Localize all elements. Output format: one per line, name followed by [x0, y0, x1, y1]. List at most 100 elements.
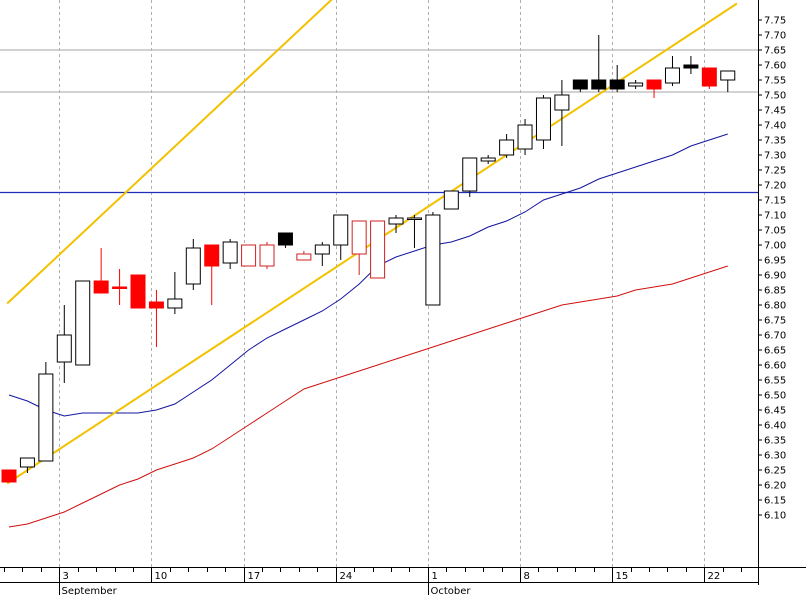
candle	[277, 232, 293, 248]
candle-body	[130, 274, 146, 309]
candle-body	[185, 247, 201, 285]
candle-body	[499, 139, 515, 156]
y-tick-label: 6.30	[764, 451, 786, 462]
y-tick-label: 6.75	[764, 316, 786, 327]
y-tick-label: 6.45	[764, 406, 786, 417]
candle-body	[241, 244, 257, 267]
candle	[701, 67, 717, 89]
candle-body	[296, 253, 312, 261]
candle	[406, 215, 422, 248]
x-tick-label: 10	[155, 571, 168, 582]
y-tick-label: 7.00	[764, 241, 786, 252]
candles	[1, 35, 736, 483]
candle-body	[1, 469, 17, 483]
y-tick-label: 6.70	[764, 331, 786, 342]
candle-body	[351, 220, 367, 255]
candle-body	[75, 280, 91, 366]
candle	[19, 457, 35, 473]
candle	[683, 56, 699, 74]
candle	[609, 65, 625, 92]
candle	[388, 215, 404, 233]
y-tick-label: 7.50	[764, 91, 786, 102]
candle-body	[462, 157, 478, 192]
y-tick-label: 7.70	[764, 31, 786, 42]
month-label: September	[62, 586, 118, 595]
y-tick-label: 7.05	[764, 226, 786, 237]
candle	[462, 157, 478, 197]
x-tick-label: 24	[340, 571, 353, 582]
candle	[130, 274, 146, 309]
y-tick-label: 6.85	[764, 286, 786, 297]
candle	[333, 214, 349, 260]
candle-body	[259, 244, 275, 267]
candle-body	[443, 190, 459, 210]
candle	[517, 119, 533, 155]
candle-body	[93, 280, 109, 294]
candle-body	[222, 241, 238, 264]
candle-body	[406, 217, 422, 220]
candle-body	[646, 79, 662, 90]
candle	[425, 212, 441, 306]
candle-body	[683, 64, 699, 69]
candle-body	[572, 79, 588, 90]
candle	[554, 80, 570, 146]
candle	[75, 280, 91, 366]
candle-body	[56, 334, 72, 363]
y-tick-label: 7.40	[764, 121, 786, 132]
y-tick-label: 7.45	[764, 106, 786, 117]
x-tick-label: 22	[708, 571, 721, 582]
candle	[499, 134, 515, 158]
candle	[351, 220, 367, 275]
y-tick-label: 6.50	[764, 391, 786, 402]
candle-body	[314, 244, 330, 255]
candle-body	[701, 67, 717, 87]
candle	[572, 79, 588, 92]
blue-moving-average-line	[8, 133, 728, 417]
y-tick-label: 7.65	[764, 46, 786, 57]
candle-body	[720, 70, 736, 81]
candle-body	[535, 97, 551, 141]
candle	[241, 244, 257, 267]
y-tick-label: 7.10	[764, 211, 786, 222]
red-moving-average-line	[8, 265, 728, 528]
candle	[56, 305, 72, 383]
candle-body	[204, 244, 220, 267]
candle	[591, 35, 607, 92]
trend-line	[6, 0, 333, 305]
candle	[480, 155, 496, 164]
moving-averages	[8, 133, 728, 528]
candle	[664, 56, 680, 86]
candle	[443, 190, 459, 210]
candle	[535, 95, 551, 149]
candle-body	[148, 301, 164, 309]
y-tick-label: 7.15	[764, 196, 786, 207]
candle	[112, 269, 128, 305]
x-tick-label: 15	[616, 571, 629, 582]
candle	[646, 79, 662, 98]
candle	[296, 251, 312, 261]
month-label: October	[431, 586, 472, 595]
y-tick-label: 6.90	[764, 271, 786, 282]
candle-body	[591, 79, 607, 90]
candle	[1, 469, 17, 483]
candle-body	[628, 82, 644, 87]
y-tick-label: 7.35	[764, 136, 786, 147]
candle	[370, 220, 386, 279]
candle-body	[19, 457, 35, 468]
x-tick-label: 3	[63, 571, 69, 582]
y-tick-label: 7.55	[764, 76, 786, 87]
y-tick-label: 6.10	[764, 511, 786, 522]
candle-body	[333, 214, 349, 246]
x-axis-ticks: 3 10 17 24 1 8 15 22 September October	[4, 567, 742, 595]
y-tick-label: 7.30	[764, 151, 786, 162]
y-tick-label: 6.65	[764, 346, 786, 357]
candle-body	[388, 217, 404, 225]
y-tick-label: 7.75	[764, 16, 786, 27]
candle	[185, 239, 201, 290]
candle-body	[664, 67, 680, 84]
candle	[628, 80, 644, 89]
candle-body	[425, 214, 441, 306]
candle	[259, 242, 275, 269]
